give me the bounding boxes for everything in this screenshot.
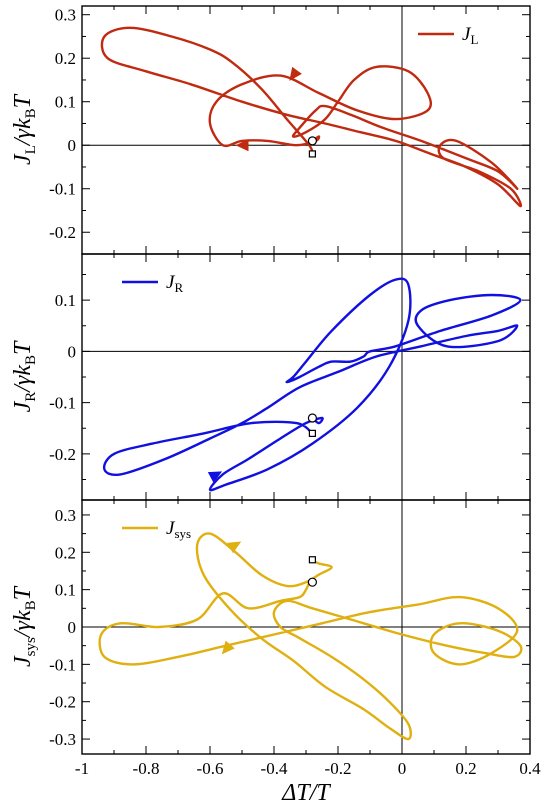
y-tick-label: -0.1 <box>49 655 76 674</box>
y-tick-label: 0.1 <box>55 93 76 112</box>
x-tick-label: 0.2 <box>455 759 476 778</box>
legend-entry: JL <box>462 24 478 47</box>
panel-middle: -0.2 -0.1 0 0.1 JR/γkBT JR <box>10 253 531 501</box>
y-tick-label: 0 <box>68 342 77 361</box>
series-line-L <box>100 26 523 208</box>
legend-entry: Jsys <box>166 518 191 541</box>
end-marker <box>307 413 317 423</box>
x-tick-label: -0.2 <box>325 759 352 778</box>
x-tick-label: 0 <box>398 759 407 778</box>
y-tick-label: 0.3 <box>55 6 76 25</box>
start-marker <box>308 429 316 437</box>
y-tick-label: -0.2 <box>49 223 76 242</box>
x-axis-label: ΔT/T <box>281 780 331 806</box>
y-tick-label: 0.3 <box>55 506 76 525</box>
end-marker <box>307 577 317 587</box>
y-tick-label: 0.1 <box>55 581 76 600</box>
direction-arrow <box>226 541 242 554</box>
end-marker <box>307 136 317 146</box>
x-tick-label: -0.6 <box>197 759 224 778</box>
y-tick-label: -0.2 <box>49 445 76 464</box>
y-tick-label: 0.2 <box>55 543 76 562</box>
direction-arrow <box>221 640 235 655</box>
y-tick-label: -0.3 <box>49 730 76 749</box>
y-tick-label: 0 <box>68 136 77 155</box>
y-tick-label: -0.1 <box>49 180 76 199</box>
direction-arrow <box>235 139 249 152</box>
x-tick-label: -0.8 <box>133 759 160 778</box>
series-line-sys <box>98 532 523 741</box>
x-tick-label: -1 <box>75 759 89 778</box>
y-tick-label: 0.1 <box>55 291 76 310</box>
y-axis-label: JR/γkBT <box>10 340 39 412</box>
direction-arrow <box>207 471 223 483</box>
x-tick-label: -0.4 <box>261 759 288 778</box>
series-line-R <box>102 277 522 492</box>
y-tick-label: 0 <box>68 618 77 637</box>
panel-frame <box>81 253 531 501</box>
y-axis-label: JL/γkBT <box>10 93 39 165</box>
start-marker <box>308 556 316 564</box>
x-tick-label: 0.4 <box>519 759 541 778</box>
y-tick-label: -0.2 <box>49 693 76 712</box>
y-tick-label: 0.2 <box>55 49 76 68</box>
panel-top: -0.2 -0.1 0 0.1 0.2 0.3 JL/γkBT JL <box>10 5 531 255</box>
direction-arrow <box>289 66 302 81</box>
start-marker <box>308 150 316 158</box>
panel-bottom: -0.3 -0.2 -0.1 0 0.1 0.2 0.3 -1 -0.8 -0.6 -0.4 -0.2… <box>10 499 541 806</box>
legend-entry: JR <box>166 272 183 295</box>
y-axis-label: Jsys/γkBT <box>10 585 39 667</box>
y-tick-label: -0.1 <box>49 394 76 413</box>
